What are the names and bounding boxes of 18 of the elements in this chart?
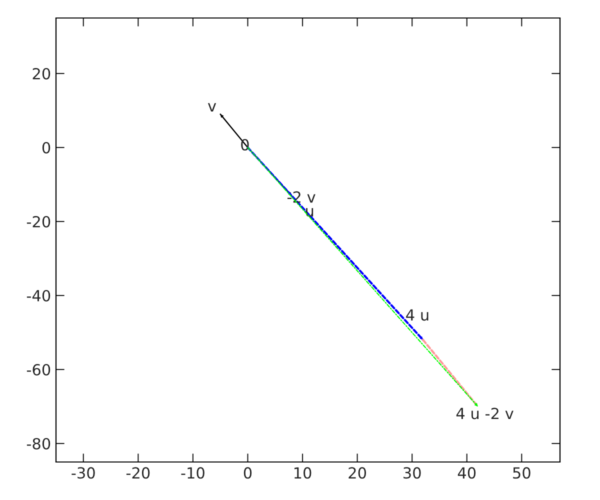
annotation: 4 u -2 v xyxy=(456,408,514,420)
x-tick-label: -30 xyxy=(72,467,95,479)
y-tick-label: -40 xyxy=(26,290,50,302)
x-tick-label: 50 xyxy=(513,467,530,479)
x-tick-label: -10 xyxy=(181,467,204,479)
y-tick-label: 0 xyxy=(42,142,50,154)
x-tick-label: 20 xyxy=(348,467,366,479)
y-tick-label: -80 xyxy=(26,438,50,450)
y-tick-label: -20 xyxy=(26,216,50,228)
annotation: v xyxy=(208,103,216,112)
x-tick-label: 0 xyxy=(244,467,252,479)
annotation: 4 u xyxy=(406,309,428,321)
y-tick-label: -60 xyxy=(26,364,50,376)
x-tick-label: 30 xyxy=(404,467,421,479)
x-tick-label: 40 xyxy=(458,467,476,479)
y-tick-label: 20 xyxy=(32,68,50,80)
x-tick-label: 10 xyxy=(294,467,312,479)
x-tick-label: -20 xyxy=(126,467,150,479)
